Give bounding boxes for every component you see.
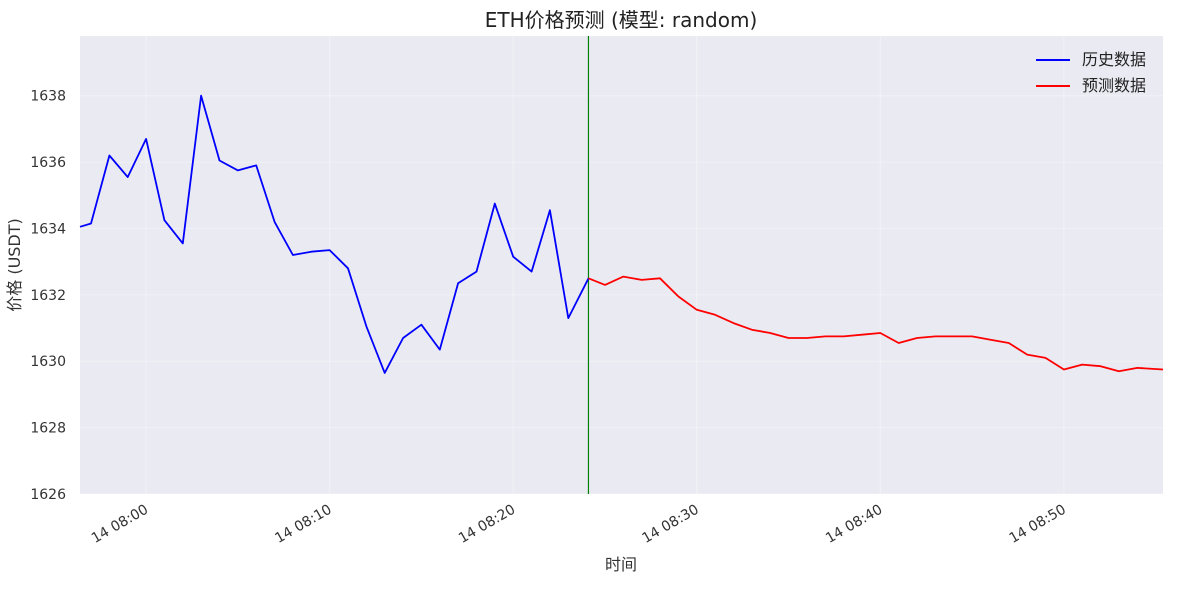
x-tick-label: 14 08:40 [823,502,885,547]
y-tick-label: 1638 [30,89,66,105]
y-tick-label: 1632 [30,288,66,304]
gridlines [80,36,1163,495]
y-tick-label: 1634 [30,221,66,237]
legend-history-label: 历史数据 [1082,50,1146,69]
x-tick-label: 14 08:30 [640,502,702,547]
history-series-line [79,94,590,374]
x-tick-label: 14 08:10 [272,502,334,547]
legend-forecast-label: 预测数据 [1082,76,1146,95]
x-tick-label: 14 08:50 [1007,502,1069,547]
y-axis-label: 价格 (USDT) [5,218,24,312]
chart-title: ETH价格预测 (模型: random) [485,8,758,32]
x-axis-label: 时间 [605,555,637,574]
y-axis-ticks: 1626 1628 1630 1632 1634 1636 1638 [30,89,66,503]
forecast-series-line [588,275,1164,373]
legend: 历史数据 预测数据 [1036,50,1146,95]
series-layer [79,94,1164,374]
x-tick-label: 14 08:20 [456,502,518,547]
y-tick-label: 1628 [30,421,66,437]
y-tick-label: 1630 [30,354,66,370]
y-tick-label: 1636 [30,155,66,171]
x-axis-ticks: 14 08:00 14 08:10 14 08:20 14 08:30 14 08:40… [89,502,1069,547]
x-tick-label: 14 08:00 [89,502,151,547]
y-tick-label: 1626 [30,487,66,503]
plot-area [80,36,1163,494]
